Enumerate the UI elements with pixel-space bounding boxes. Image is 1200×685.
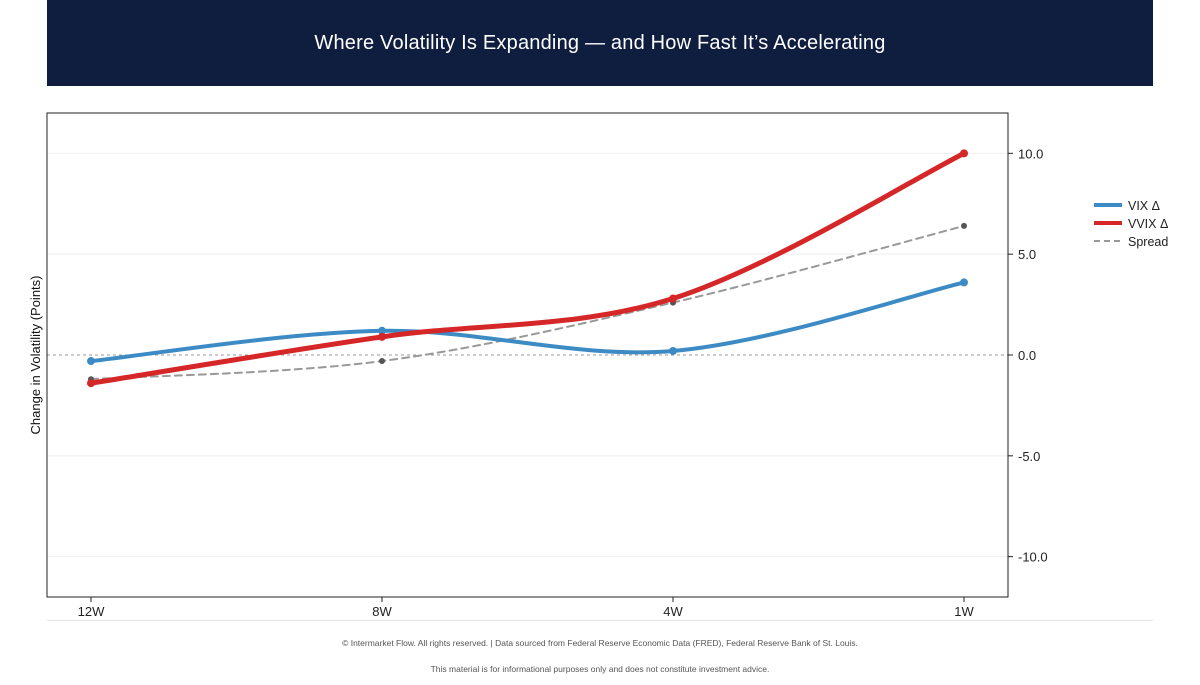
y-tick-label: 0.0: [1018, 348, 1036, 363]
data-point: [961, 222, 967, 229]
series-line-vix: [89, 280, 966, 364]
data-point: [378, 326, 386, 335]
footer-copyright: © Intermarket Flow. All rights reserved.…: [342, 638, 858, 648]
legend-label: VIX Δ: [1128, 199, 1160, 213]
chart-header-banner: Where Volatility Is Expanding — and How …: [47, 0, 1153, 86]
legend-label: Spread: [1128, 235, 1168, 249]
y-tick-label: 5.0: [1018, 247, 1036, 262]
chart-title: Where Volatility Is Expanding — and How …: [314, 31, 886, 54]
footer-disclaimer: This material is for informational purpo…: [430, 664, 770, 674]
legend-label: VVIX Δ: [1128, 217, 1168, 231]
y-axis-label: Change in Volatility (Points): [28, 276, 43, 435]
data-point: [379, 358, 385, 365]
data-point: [87, 379, 95, 388]
x-tick-label: 1W: [954, 604, 974, 619]
footer-divider: [47, 620, 1153, 621]
x-tick-label: 4W: [663, 604, 683, 619]
data-point: [960, 278, 968, 287]
x-tick-label: 8W: [372, 604, 392, 619]
x-tick-label: 12W: [78, 604, 105, 619]
data-point: [669, 346, 677, 355]
series-line-vvix: [88, 150, 967, 386]
series-line-spread: [90, 224, 965, 381]
data-point: [960, 149, 968, 158]
data-point: [669, 294, 677, 303]
y-tick-label: 10.0: [1018, 146, 1043, 161]
data-point: [378, 332, 386, 341]
y-tick-label: -5.0: [1018, 449, 1040, 464]
data-point: [87, 357, 95, 366]
y-tick-label: -10.0: [1018, 550, 1048, 565]
